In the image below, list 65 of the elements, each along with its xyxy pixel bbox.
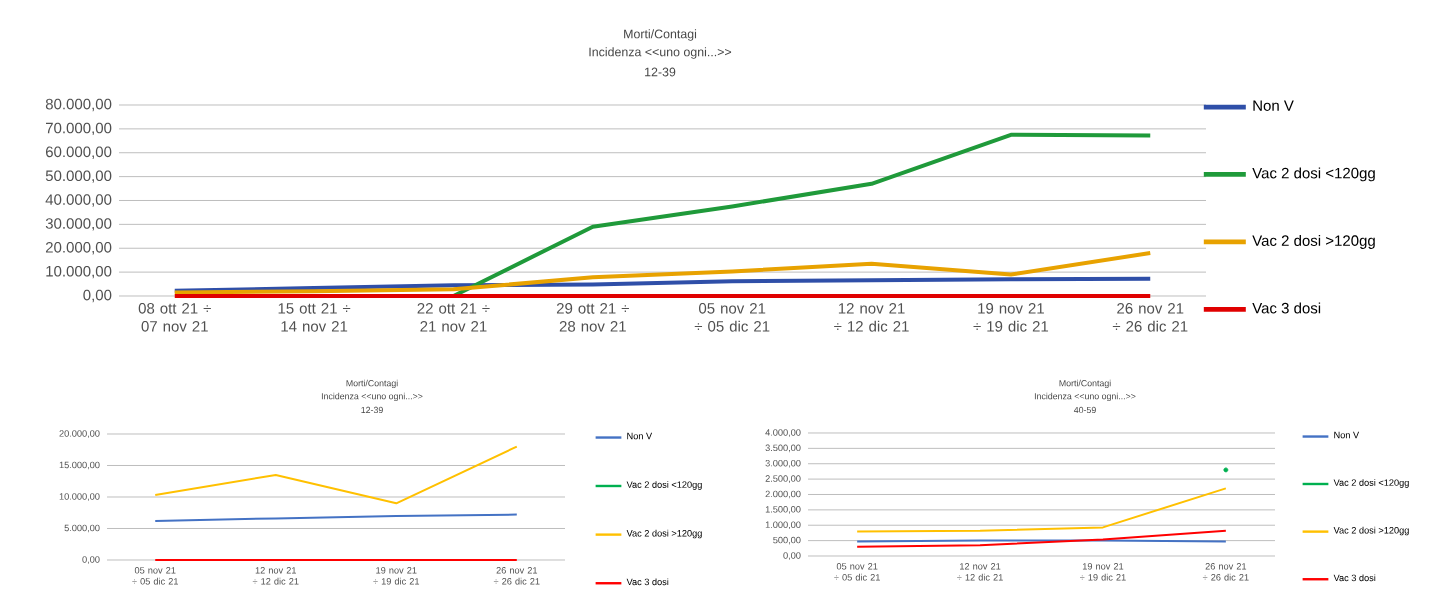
text: 12-39	[645, 67, 676, 77]
legend-label: Vac 2 dosi >120gg	[626, 529, 702, 539]
y-tick-label: 80.000,00	[45, 98, 112, 112]
y-tick-label: 500,00	[773, 536, 801, 545]
x-tick-label: 08 ott 21 ÷ 07 nov 21	[138, 303, 211, 332]
legend-label: Non V	[1334, 431, 1360, 439]
y-tick-label: 0,00	[82, 556, 100, 564]
x-tick-label: 19 nov 21 ÷ 19 dic 21	[373, 567, 420, 585]
legend-label: Vac 2 dosi >120gg	[1333, 526, 1409, 536]
y-tick-label: 0,00	[783, 552, 801, 560]
text: 12-39	[361, 406, 383, 414]
legend-label: Vac 2 dosi <120gg	[626, 481, 702, 490]
y-tick-label: 1.500,00	[765, 506, 801, 514]
x-tick-label: 12 nov 21 ÷ 12 dic 21	[834, 303, 909, 332]
y-tick-label: 5.000,00	[64, 524, 100, 533]
chart-title: Morti/Contagi	[624, 29, 697, 41]
y-tick-label: 3.500,00	[765, 444, 801, 453]
y-tick-label: 20.000,00	[59, 430, 100, 438]
y-tick-label: 4.000,00	[765, 429, 801, 437]
y-tick-label: 70.000,00	[46, 122, 112, 136]
chart-title: Morti/Contagi	[1059, 379, 1111, 389]
x-tick-label: 05 nov 21 ÷ 05 dic 21	[834, 563, 880, 581]
legend-label: Vac 3 dosi	[1333, 574, 1376, 582]
line-series	[172, 251, 1153, 295]
x-tick-label: 22 ott 21 ÷ 21 nov 21	[417, 303, 490, 332]
legend-label: Vac 2 dosi >120gg	[1252, 234, 1375, 249]
legend-label: Non V	[1253, 100, 1294, 111]
x-tick-label: 26 nov 21 ÷ 26 dic 21	[1202, 563, 1249, 581]
chart-title: Morti/Contagi	[346, 379, 398, 389]
x-tick-label: 19 nov 21 ÷ 19 dic 21	[1080, 563, 1126, 581]
chart-subtitle: Incidenza <<uno ogni...>>	[589, 47, 732, 59]
y-tick-label: 60.000,00	[45, 146, 112, 159]
x-tick-label: 29 ott 21 ÷ 28 nov 21	[556, 303, 629, 332]
y-tick-label: 1.000,00	[765, 521, 801, 530]
y-tick-label: 40.000,00	[45, 194, 112, 207]
x-tick-label: 05 nov 21 ÷ 05 dic 21	[132, 567, 179, 585]
y-tick-label: 20.000,00	[45, 242, 112, 255]
y-tick-label: 2.000,00	[765, 490, 801, 499]
x-tick-label: 26 nov 21 ÷ 26 dic 21	[1112, 303, 1188, 332]
legend-label: Vac 3 dosi	[1252, 302, 1321, 314]
x-tick-label: 05 nov 21 ÷ 05 dic 21	[694, 303, 770, 332]
y-tick-label: 10.000,00	[46, 265, 112, 279]
y-tick-label: 50.000,00	[45, 170, 112, 183]
y-tick-label: 10.000,00	[59, 493, 100, 501]
chart-subtitle: Incidenza <<uno ogni...>>	[1034, 392, 1136, 402]
legend-label: Vac 3 dosi	[626, 578, 669, 586]
y-tick-label: 15.000,00	[59, 461, 100, 470]
x-tick-label: 26 nov 21 ÷ 26 dic 21	[493, 567, 540, 585]
line-series	[154, 445, 518, 505]
y-tick-label: 3.000,00	[765, 459, 801, 468]
x-tick-label: 15 ott 21 ÷ 14 nov 21	[278, 303, 351, 332]
x-tick-label: 12 nov 21 ÷ 12 dic 21	[252, 567, 299, 585]
chart-subtitle: Incidenza <<uno ogni...>>	[321, 392, 423, 402]
line-series	[154, 513, 518, 522]
legend-label: Non V	[627, 432, 653, 440]
line-series	[856, 529, 1227, 548]
text: 40-59	[1073, 406, 1096, 414]
x-tick-label: 12 nov 21 ÷ 12 dic 21	[957, 563, 1003, 581]
legend-label: Vac 2 dosi <120gg	[1252, 167, 1375, 182]
y-tick-label: 0,00	[83, 289, 112, 303]
y-tick-label: 2.500,00	[765, 475, 801, 483]
x-tick-label: 19 nov 21 ÷ 19 dic 21	[973, 303, 1049, 332]
legend-label: Vac 2 dosi <120gg	[1333, 479, 1409, 488]
line-series	[856, 487, 1227, 533]
y-tick-label: 30.000,00	[45, 218, 112, 231]
